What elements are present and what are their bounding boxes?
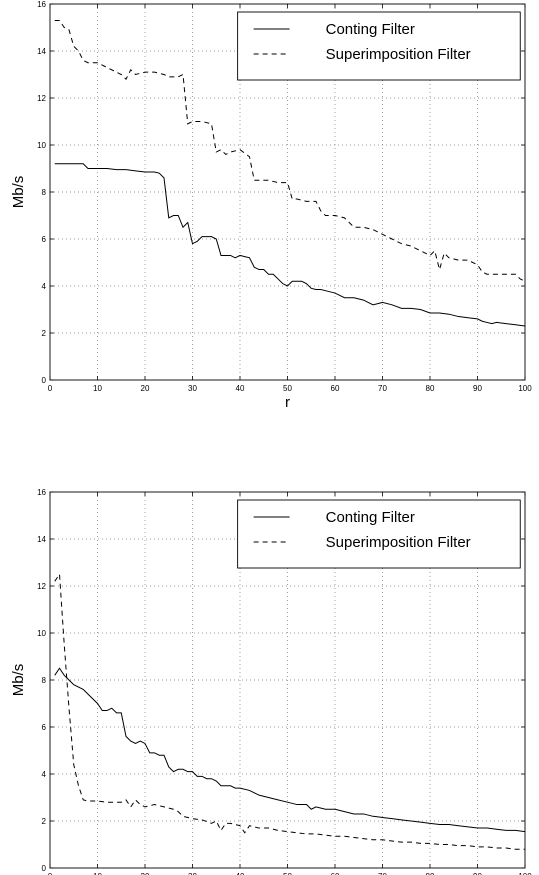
x-tick-label: 50 [283, 384, 292, 393]
y-tick-label: 12 [37, 94, 46, 103]
legend-label: Conting Filter [326, 21, 415, 38]
x-tick-label: 20 [141, 384, 150, 393]
y-tick-label: 6 [42, 235, 47, 244]
series-line-conting-filter [54, 667, 526, 833]
chart-1: 0 10 20 30 40 50 60 70 80 90 100 0 2 4 6 8 10 12 14 16 r Mb/s… [10, 0, 532, 411]
x-tick-label: 90 [473, 872, 482, 875]
x-tick-label: 30 [188, 872, 197, 875]
y-tick-label: 10 [37, 141, 46, 150]
x-tick-label: 70 [378, 384, 387, 393]
x-tick-label: 50 [283, 872, 292, 875]
x-tick-label: 0 [48, 384, 53, 393]
x-tick-label: 80 [426, 872, 435, 875]
y-tick-label: 14 [37, 535, 46, 544]
x-tick-label: 70 [378, 872, 387, 875]
y-axis-title: Mb/s [10, 176, 27, 209]
y-tick-label: 2 [42, 329, 47, 338]
y-tick-label: 8 [42, 676, 47, 685]
legend-label: Conting Filter [326, 509, 415, 526]
x-tick-label: 40 [236, 384, 245, 393]
plot-frame [49, 3, 526, 381]
legend: Conting Filter Superimposition Filter [237, 11, 521, 81]
y-tick-label: 12 [37, 582, 46, 591]
x-tick-label: 30 [188, 384, 197, 393]
x-tick-label: 90 [473, 384, 482, 393]
x-tick-label: 100 [518, 384, 532, 393]
x-tick-label: 10 [93, 384, 102, 393]
x-tick-label: 40 [236, 872, 245, 875]
legend-box [237, 11, 521, 81]
y-axis-title: Mb/s [10, 664, 27, 697]
y-tick-label: 8 [42, 188, 47, 197]
legend-label: Superimposition Filter [326, 534, 471, 551]
legend-box [237, 499, 521, 569]
x-tick-label: 80 [426, 384, 435, 393]
series-line-superimposition-filter [54, 19, 526, 282]
x-tick-label: 0 [48, 872, 53, 875]
x-axis-title: r [285, 394, 290, 411]
legend-label: Superimposition Filter [326, 46, 471, 63]
chart-2: 01020304050607080901000246810121416rMb/s… [10, 488, 532, 875]
x-tick-label: 60 [331, 384, 340, 393]
y-tick-label: 10 [37, 629, 46, 638]
y-tick-label: 6 [42, 723, 47, 732]
x-tick-label: 100 [518, 872, 532, 875]
plot-frame [49, 491, 526, 869]
x-tick-label: 20 [141, 872, 150, 875]
y-tick-label: 0 [42, 376, 47, 385]
x-tick-label: 10 [93, 872, 102, 875]
y-tick-label: 4 [42, 282, 47, 291]
y-tick-label: 0 [42, 864, 47, 873]
legend: Conting Filter Superimposition Filter [237, 499, 521, 569]
y-tick-label: 16 [37, 488, 46, 497]
y-tick-label: 16 [37, 0, 46, 9]
series-line-conting-filter [54, 163, 526, 327]
y-tick-label: 14 [37, 47, 46, 56]
y-tick-label: 4 [42, 770, 47, 779]
series-line-superimposition-filter [54, 572, 525, 850]
y-tick-label: 2 [42, 817, 47, 826]
x-tick-label: 60 [331, 872, 340, 875]
